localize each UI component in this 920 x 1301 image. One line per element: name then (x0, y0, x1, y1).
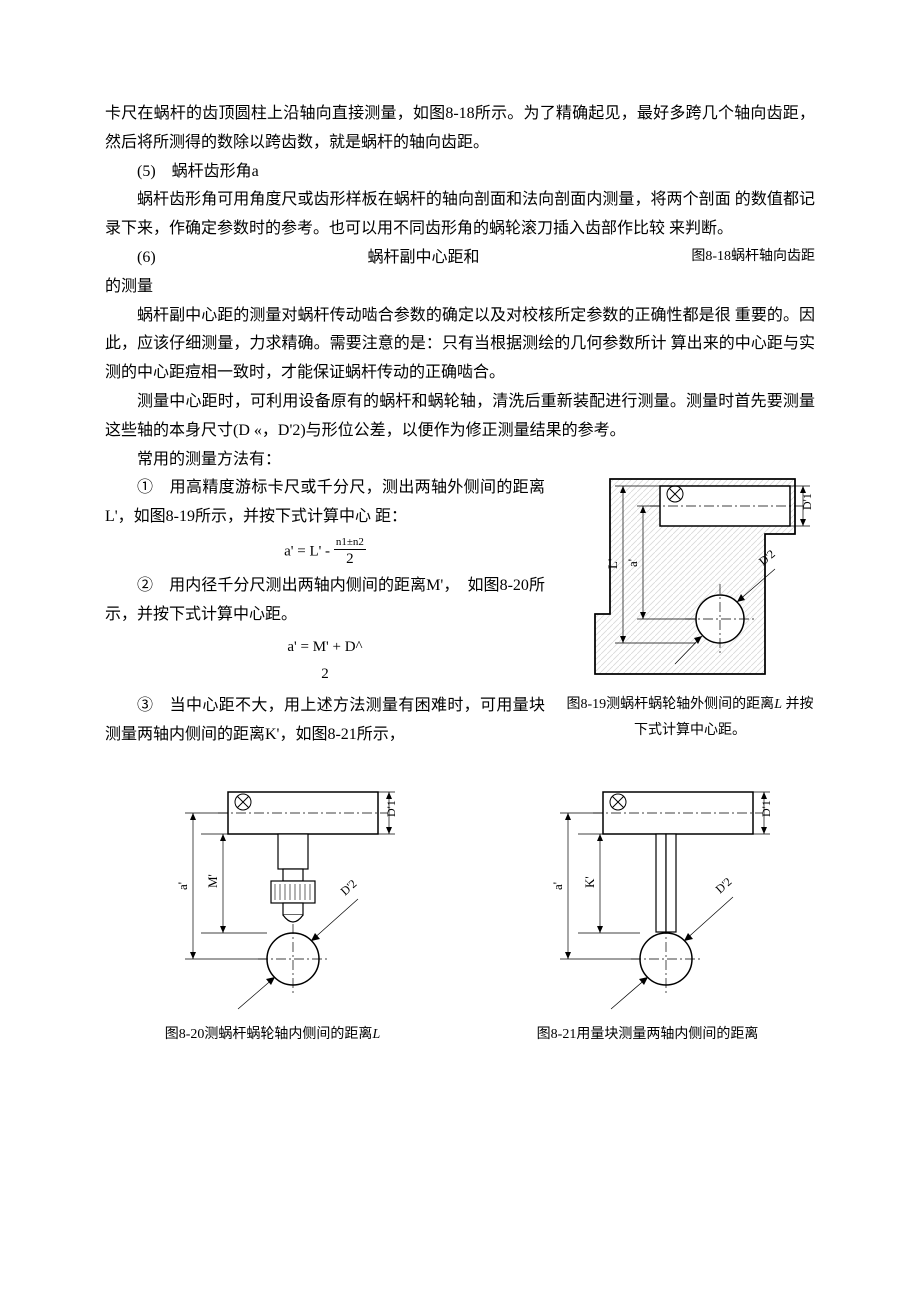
svg-text:M': M' (205, 874, 220, 888)
caption-8-21: 图8-21用量块测量两轴内侧间的距离 (508, 1022, 788, 1047)
fig19-d1-label: D'1 (800, 494, 814, 511)
item6-text: 蜗杆副中心距和 (367, 244, 479, 273)
caption-8-19: 图8-19测蜗杆蜗轮轴外侧间的距离L 并按下式计算中心距。 (565, 692, 815, 742)
paragraph-3: 蜗杆副中心距的测量对蜗杆传动啮合参数的确定以及对校核所定参数的正确性都是很 重要… (105, 302, 815, 388)
item6-number: (6) (105, 244, 156, 273)
paragraph-5: 常用的测量方法有： (105, 446, 815, 475)
figure-8-20: D'1 D'2 (133, 784, 413, 1014)
svg-text:a': a' (175, 882, 190, 890)
figure-8-19: D'1 D'2 L' a' (565, 474, 815, 684)
paragraph-4: 测量中心距时，可利用设备原有的蜗杆和蜗轮轴，清洗后重新装配进行测量。测量时首先要… (105, 388, 815, 446)
caption-8-18: 图8-18蜗杆轴向齿距 (691, 244, 815, 273)
formula-2: a' = M' + D^2 (105, 634, 545, 688)
svg-text:L': L' (605, 559, 620, 569)
paragraph-1: 卡尺在蜗杆的齿顶圆柱上沿轴向直接测量，如图8-18所示。为了精确起见，最好多跨几… (105, 100, 815, 158)
svg-text:D'1: D'1 (759, 801, 773, 818)
svg-text:K': K' (582, 877, 597, 889)
caption-8-20: 图8-20测蜗杆蜗轮轴内侧间的距离L (133, 1022, 413, 1047)
svg-text:D'2: D'2 (337, 877, 359, 899)
item6-suffix: 的测量 (105, 273, 815, 302)
svg-text:D'1: D'1 (384, 801, 398, 818)
svg-text:a': a' (625, 559, 640, 567)
method-1-text: ① 用高精度游标卡尺或千分尺，测出两轴外侧间的距离L'，如图8-19所示，并按下… (105, 474, 545, 532)
paragraph-2: 蜗杆齿形角可用角度尺或齿形样板在蜗杆的轴向剖面和法向剖面内测量，将两个剖面 的数… (105, 186, 815, 244)
formula-1: a' = L' - n1±n22 (105, 536, 545, 568)
svg-text:D'2: D'2 (712, 875, 734, 897)
item5-title: (5) 蜗杆齿形角a (105, 158, 815, 187)
svg-text:a': a' (550, 882, 565, 890)
method-2-text: ② 用内径千分尺测出两轴内侧间的距离M'， 如图8-20所示，并按下式计算中心距… (105, 572, 545, 630)
method-3-text: ③ 当中心距不大，用上述方法测量有困难时，可用量块测量两轴内侧间的距离K'，如图… (105, 692, 545, 750)
figure-8-21: D'1 D'2 K' a' (508, 784, 788, 1014)
